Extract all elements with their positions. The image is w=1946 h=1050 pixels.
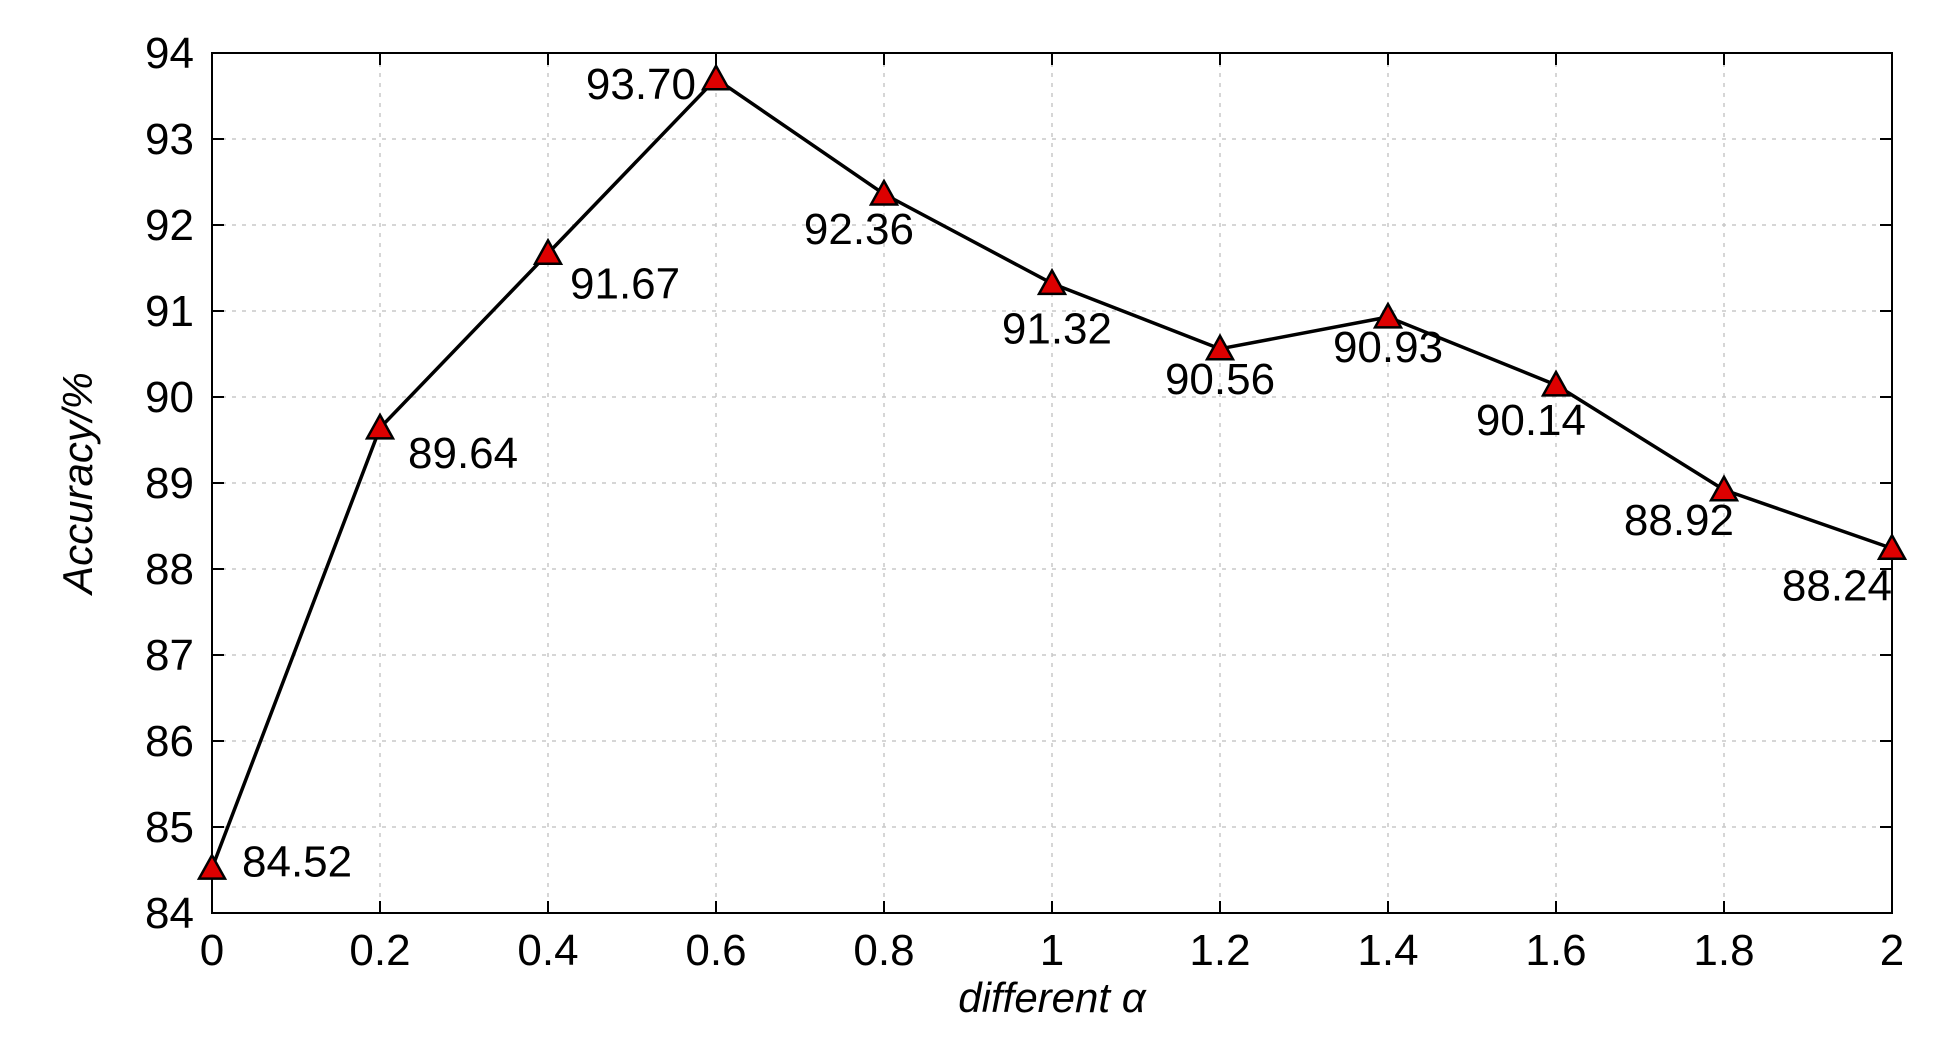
x-tick-label: 1.6	[1525, 926, 1586, 975]
data-labels: 84.52 89.64 91.67 93.70 92.36 91.32 90.56 90.93…	[242, 60, 1892, 886]
triangle-marker	[1036, 267, 1068, 296]
data-label: 91.32	[1002, 304, 1112, 353]
y-tick-label: 85	[145, 803, 194, 852]
grid-lines	[212, 53, 1892, 913]
y-axis-title: Accuracy/%	[54, 372, 101, 597]
x-tick-label: 1.4	[1357, 926, 1418, 975]
y-tick-label: 84	[145, 889, 194, 938]
data-label: 88.92	[1624, 496, 1734, 545]
series-group	[196, 63, 1908, 880]
triangle-marker	[868, 178, 900, 206]
y-tick-label: 86	[145, 717, 194, 766]
data-label: 90.14	[1476, 396, 1586, 445]
data-label: 91.67	[570, 259, 680, 308]
y-tick-label: 89	[145, 459, 194, 508]
triangle-marker	[364, 412, 396, 440]
triangle-marker	[1540, 369, 1572, 397]
data-label: 92.36	[804, 205, 914, 254]
x-tick-label: 1.8	[1693, 926, 1754, 975]
x-tick-label: 0.6	[685, 926, 746, 975]
y-tick-label: 90	[145, 373, 194, 422]
y-tick-label: 93	[145, 115, 194, 164]
triangle-marker	[1876, 532, 1908, 561]
data-label: 88.24	[1782, 561, 1892, 610]
data-label: 93.70	[586, 60, 696, 109]
triangle-marker	[1372, 301, 1404, 329]
x-tick-label: 1	[1040, 926, 1064, 975]
axis-ticks	[211, 52, 1893, 914]
x-tick-label: 0.4	[517, 926, 578, 975]
data-label: 90.56	[1165, 355, 1275, 404]
y-tick-label: 91	[145, 287, 194, 336]
x-tick-label: 0.8	[853, 926, 914, 975]
triangle-marker	[1204, 333, 1236, 361]
data-label: 84.52	[242, 837, 352, 886]
x-tick-label: 0	[200, 926, 224, 975]
data-label: 89.64	[408, 429, 518, 478]
x-tick-label: 1.2	[1189, 926, 1250, 975]
triangle-marker	[196, 852, 228, 880]
y-tick-label: 94	[145, 29, 194, 78]
y-tick-label: 88	[145, 545, 194, 594]
x-tick-labels: 0 0.2 0.4 0.6 0.8 1 1.2 1.4 1.6 1.8 2	[200, 926, 1904, 975]
x-tick-label: 0.2	[349, 926, 410, 975]
triangle-marker	[700, 63, 732, 91]
triangle-marker	[1708, 474, 1740, 502]
y-tick-labels: 84 85 86 87 88 89 90 91 92 93 94	[145, 29, 194, 938]
x-tick-label: 2	[1880, 926, 1904, 975]
y-tick-label: 92	[145, 201, 194, 250]
y-tick-label: 87	[145, 631, 194, 680]
data-label: 90.93	[1333, 323, 1443, 372]
triangle-marker	[532, 237, 564, 266]
x-axis-title: different α	[958, 974, 1146, 1021]
